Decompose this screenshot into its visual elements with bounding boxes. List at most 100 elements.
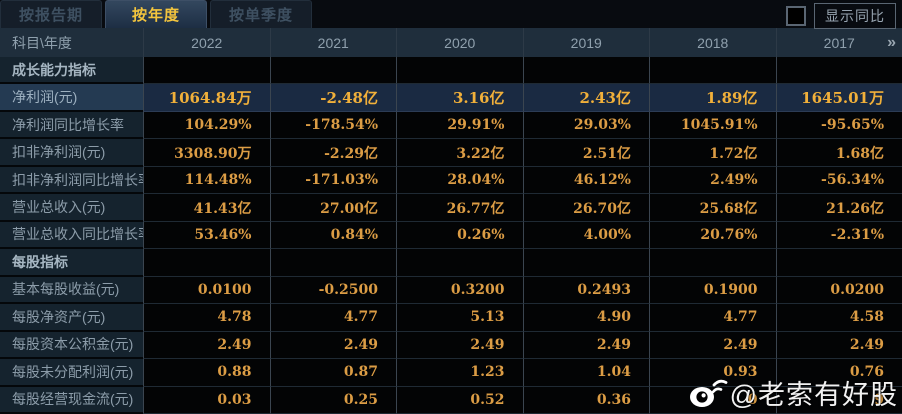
table-cell[interactable]: 0.0200 [775,276,902,305]
table-cell[interactable]: 0.76 [775,359,902,387]
year-header-2017-label: 2017 [823,34,855,51]
table-cell[interactable]: 28.04% [396,166,523,195]
section-label: 成长能力指标 [0,57,143,85]
table-cell[interactable]: 0 [649,386,776,414]
table-cell [269,249,396,277]
table-cell[interactable]: 9 [775,386,902,414]
section-row: 每股指标 [0,249,902,277]
table-cell[interactable]: 5.13 [396,304,523,332]
table-cell[interactable]: 2.49 [269,331,396,360]
table-row: 每股净资产(元) 4.78 4.77 5.13 4.90 4.77 4.58 [0,304,902,332]
yoy-controls: 显示同比 [786,3,896,29]
row-label[interactable]: 营业总收入同比增长率 [0,221,143,250]
table-cell[interactable]: 27.00亿 [269,194,396,222]
row-label[interactable]: 扣非净利润(元) [0,139,143,167]
table-cell[interactable]: 0.0100 [143,276,270,305]
row-label[interactable]: 扣非净利润同比增长率 [0,166,143,195]
more-years-chevron-icon[interactable]: » [887,33,896,51]
table-row: 净利润(元) 1064.84万 -2.48亿 3.16亿 2.43亿 1.89亿 1645.… [0,84,902,112]
table-cell[interactable]: 0.03 [143,386,270,414]
table-cell[interactable]: 26.77亿 [396,194,523,222]
table-cell[interactable]: 3308.90万 [143,139,270,167]
table-cell[interactable]: 2.43亿 [522,84,649,112]
table-cell[interactable]: 1.68亿 [775,139,902,167]
row-label[interactable]: 净利润(元) [0,84,143,112]
row-label[interactable]: 每股资本公积金(元) [0,331,143,360]
table-cell[interactable]: 4.77 [649,304,776,332]
table-cell[interactable]: 0.3200 [396,276,523,305]
table-row: 每股未分配利润(元) 0.88 0.87 1.23 1.04 0.93 0.76 [0,359,902,387]
table-cell[interactable]: 114.48% [143,166,270,195]
table-cell[interactable]: 2.49 [396,331,523,360]
table-cell [269,57,396,85]
row-label[interactable]: 基本每股收益(元) [0,276,143,305]
table-cell[interactable]: 2.49% [649,166,776,195]
table-cell[interactable]: 20.76% [649,221,776,250]
tab-single-quarter[interactable]: 按单季度 [210,0,312,28]
table-cell[interactable]: -178.54% [269,111,396,140]
table-cell[interactable]: -2.29亿 [269,139,396,167]
table-cell[interactable]: 1.72亿 [649,139,776,167]
table-cell[interactable]: 1064.84万 [143,84,270,112]
table-cell[interactable]: 29.03% [522,111,649,140]
table-cell[interactable]: 0.25 [269,386,396,414]
table-cell[interactable]: 0.88 [143,359,270,387]
show-yoy-label[interactable]: 显示同比 [814,3,896,29]
table-cell [775,249,902,277]
year-header-2021: 2021 [269,28,397,57]
table-cell[interactable]: 0.26% [396,221,523,250]
table-cell[interactable]: 4.00% [522,221,649,250]
table-cell[interactable]: 53.46% [143,221,270,250]
table-cell[interactable]: 0.87 [269,359,396,387]
table-cell[interactable]: -95.65% [775,111,902,140]
table-cell [522,249,649,277]
row-label[interactable]: 每股未分配利润(元) [0,359,143,387]
table-cell[interactable]: 2.49 [649,331,776,360]
table-cell[interactable]: -2.48亿 [269,84,396,112]
table-cell[interactable]: 1.04 [522,359,649,387]
table-cell[interactable]: 26.70亿 [522,194,649,222]
table-cell [649,57,776,85]
tab-report-period[interactable]: 按报告期 [0,0,102,28]
row-label[interactable]: 营业总收入(元) [0,194,143,222]
table-cell[interactable]: 2.49 [775,331,902,360]
table-cell[interactable]: 0.36 [522,386,649,414]
table-cell[interactable]: 1645.01万 [775,84,902,112]
table-cell [143,57,270,85]
table-cell[interactable]: 25.68亿 [649,194,776,222]
table-row: 每股经营现金流(元) 0.03 0.25 0.52 0.36 0 9 [0,386,902,414]
table-cell[interactable]: 3.16亿 [396,84,523,112]
table-cell[interactable]: 2.49 [143,331,270,360]
table-cell[interactable]: 2.49 [522,331,649,360]
table-cell[interactable]: 4.77 [269,304,396,332]
table-cell[interactable]: 29.91% [396,111,523,140]
table-cell [143,249,270,277]
table-cell[interactable]: 1.89亿 [649,84,776,112]
table-cell[interactable]: 2.51亿 [522,139,649,167]
table-cell[interactable]: 0.93 [649,359,776,387]
row-label[interactable]: 净利润同比增长率 [0,111,143,140]
table-cell[interactable]: -171.03% [269,166,396,195]
table-cell[interactable]: -56.34% [775,166,902,195]
table-cell[interactable]: 41.43亿 [143,194,270,222]
table-cell[interactable]: 46.12% [522,166,649,195]
tab-by-year[interactable]: 按年度 [105,0,207,28]
table-cell[interactable]: 4.58 [775,304,902,332]
table-cell[interactable]: 0.2493 [522,276,649,305]
table-cell[interactable]: -2.31% [775,221,902,250]
table-cell[interactable]: 4.78 [143,304,270,332]
table-cell[interactable]: -0.2500 [269,276,396,305]
table-cell[interactable]: 3.22亿 [396,139,523,167]
table-cell[interactable]: 4.90 [522,304,649,332]
table-cell[interactable]: 1045.91% [649,111,776,140]
table-cell[interactable]: 1.23 [396,359,523,387]
table-cell[interactable]: 0.52 [396,386,523,414]
table-row: 净利润同比增长率 104.29% -178.54% 29.91% 29.03% 1045.… [0,111,902,140]
row-label[interactable]: 每股经营现金流(元) [0,386,143,414]
table-cell[interactable]: 0.84% [269,221,396,250]
table-cell[interactable]: 104.29% [143,111,270,140]
table-cell[interactable]: 21.26亿 [775,194,902,222]
row-label[interactable]: 每股净资产(元) [0,304,143,332]
show-yoy-checkbox[interactable] [786,6,806,26]
table-cell[interactable]: 0.1900 [649,276,776,305]
